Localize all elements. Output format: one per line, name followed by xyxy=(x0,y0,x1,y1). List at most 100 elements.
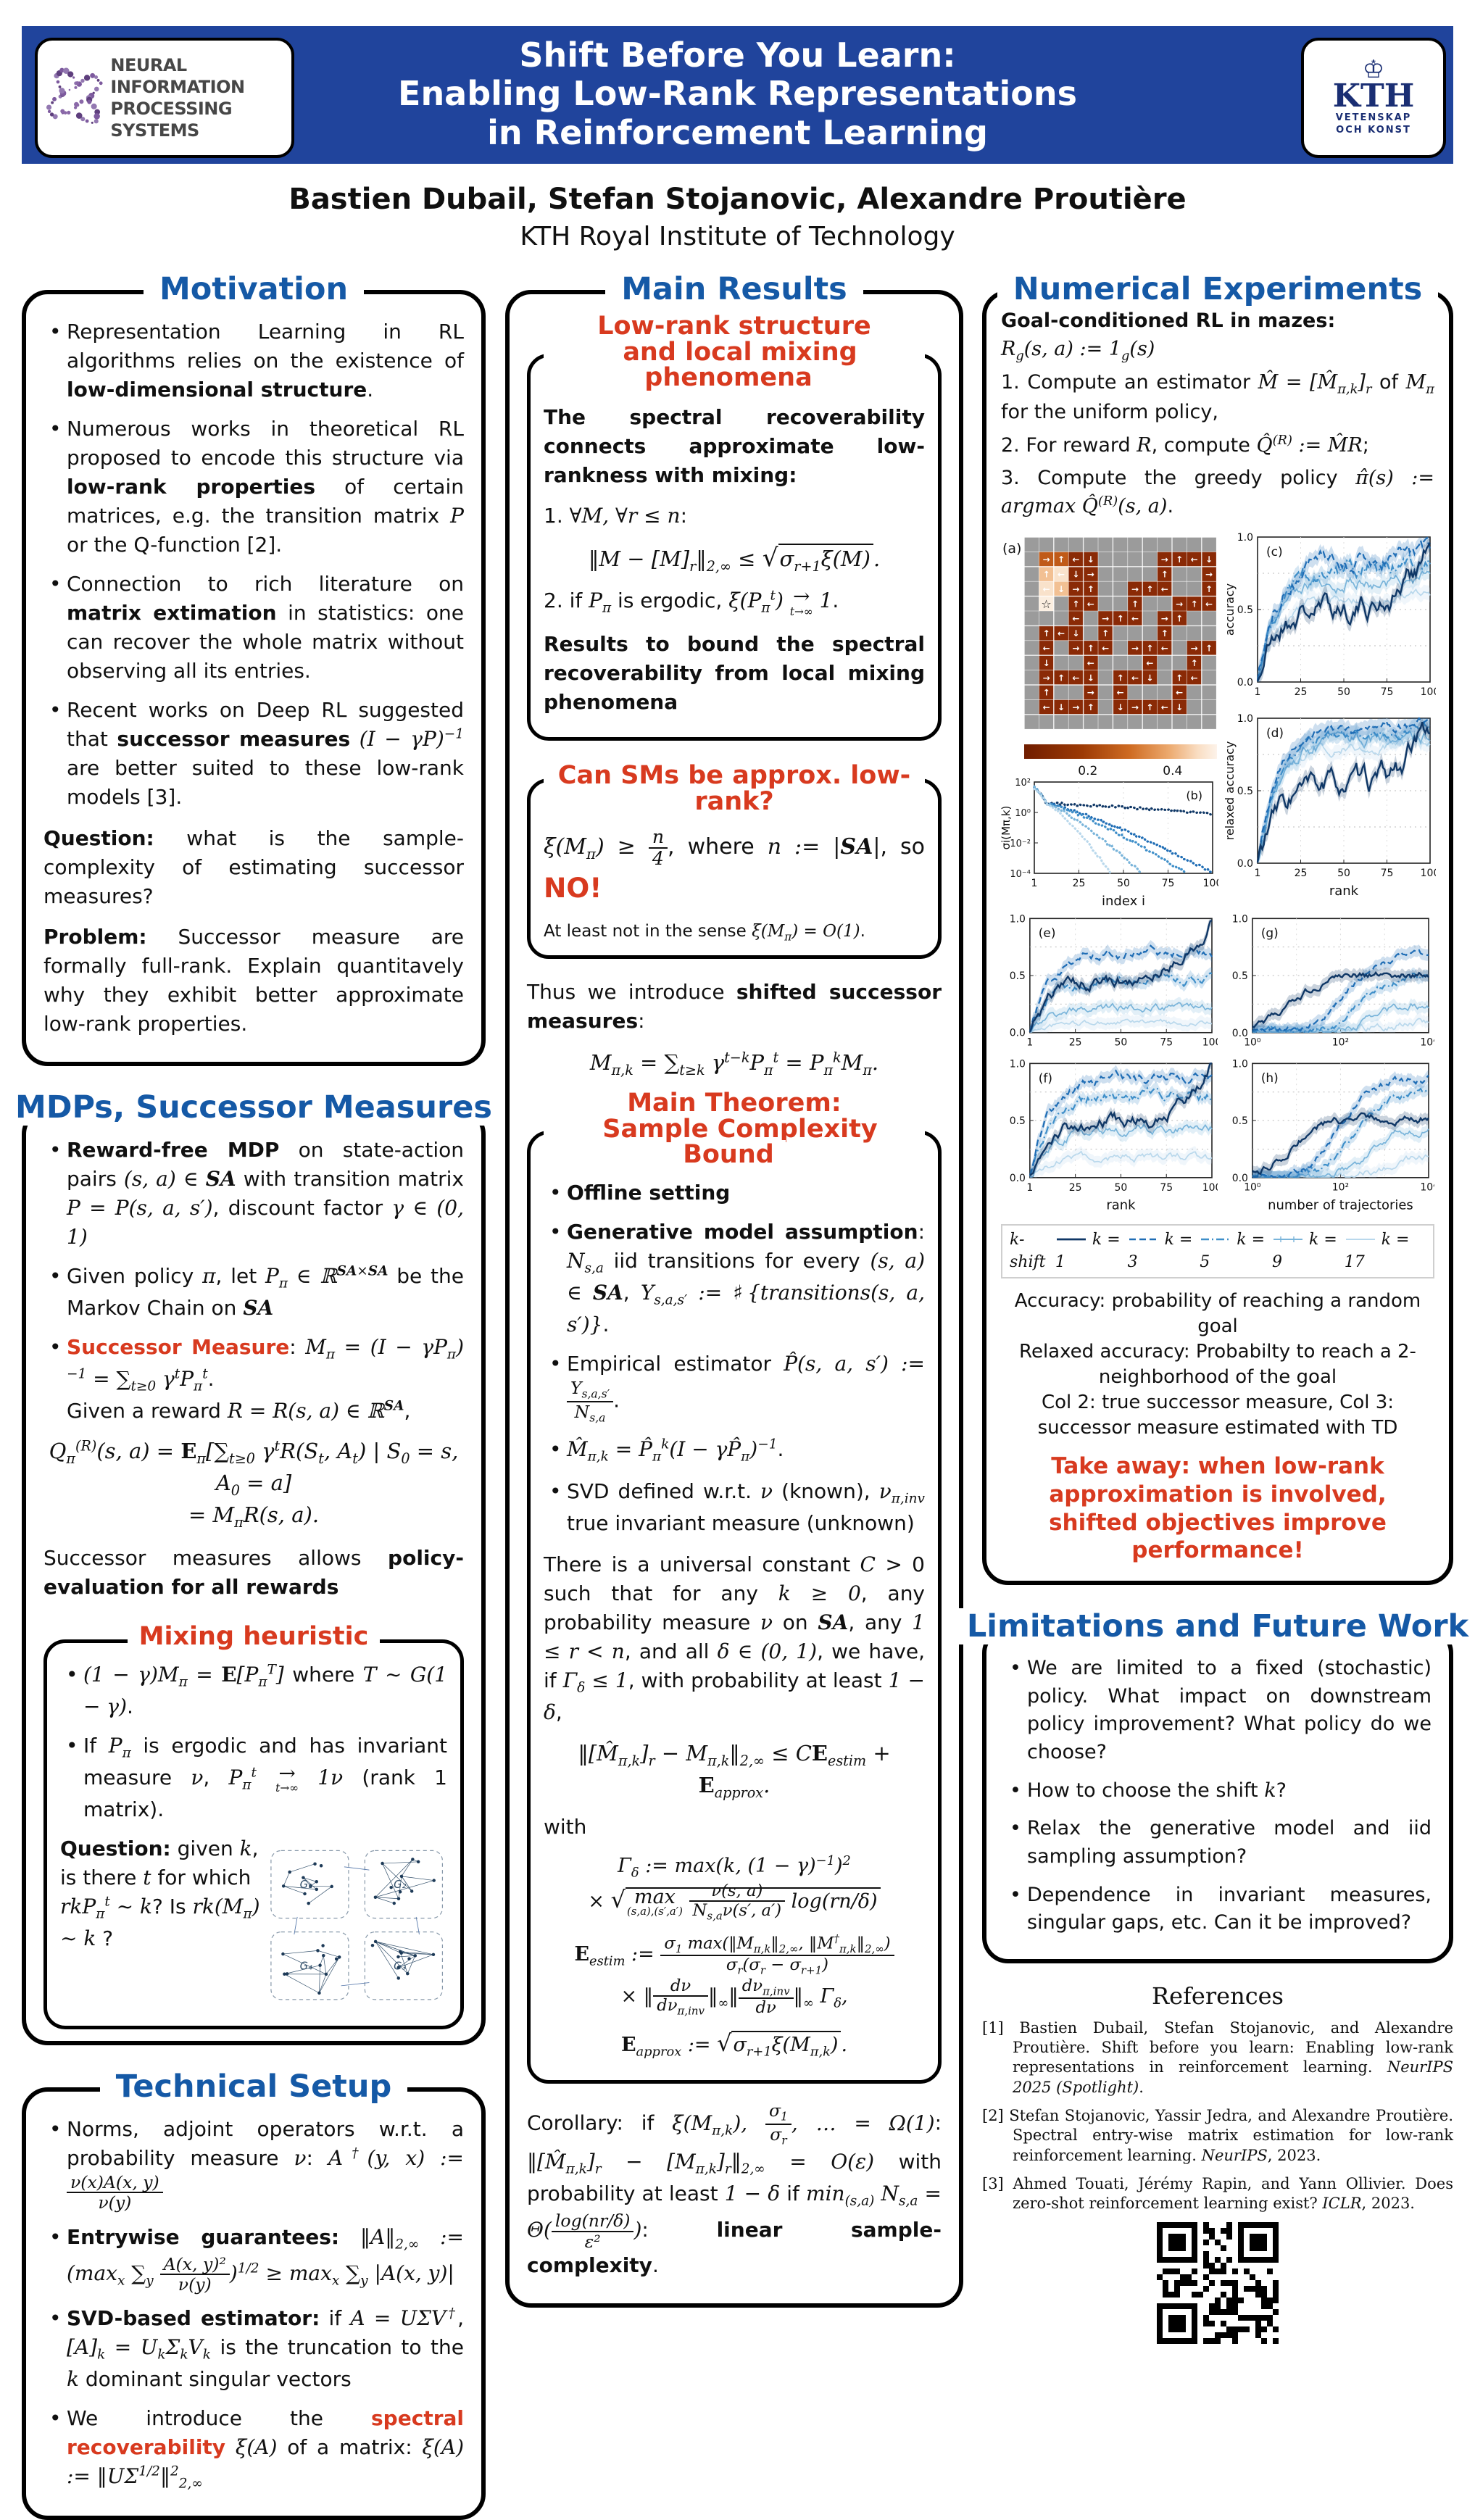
svg-text:↑: ↑ xyxy=(1058,554,1065,565)
svg-text:100: 100 xyxy=(1421,686,1436,698)
svg-text:↑: ↑ xyxy=(1176,613,1183,623)
svg-text:75: 75 xyxy=(1162,878,1175,889)
reference-item: [2] Stefan Stojanovic, Yassir Jedra, and… xyxy=(982,2106,1453,2166)
svg-text:←: ← xyxy=(1058,628,1065,639)
bullet: Empirical estimator P̂(s, a, s′) := Ys,a… xyxy=(544,1350,925,1425)
figure-panel-d-relaxed-accuracy: 1.00.50.01255075100(d)relaxed accuracyra… xyxy=(1224,712,1436,910)
svg-text:0.0: 0.0 xyxy=(1010,1028,1026,1039)
svg-text:↑: ↑ xyxy=(1043,569,1050,579)
mdps-title: MDPs, Successor Measures xyxy=(0,1089,508,1126)
theorem-main-equation: ‖[M̂π,k]r − Mπ,k‖2,∞ ≤ CEestim + Eapprox… xyxy=(544,1739,925,1802)
motivation-question: Question: what is the sample-complexity … xyxy=(43,824,464,911)
bullet: SVD defined w.r.t. ν (known), νπ,inv tru… xyxy=(544,1477,925,1538)
svg-text:↑: ↑ xyxy=(1161,628,1168,639)
experiments-figure: (a)→↑←↓→↑←↓↑←↓→↑→←↓→↑→↑←↑☆↑←↑→↑←←→↑←→↑↑←… xyxy=(1001,531,1434,1278)
svg-text:←: ← xyxy=(1117,687,1124,697)
svg-text:rank: rank xyxy=(1106,1197,1136,1213)
limitations-title: Limitations and Future Work xyxy=(951,1608,1475,1644)
svg-text:↑: ↑ xyxy=(1072,599,1079,609)
svg-text:←: ← xyxy=(1043,584,1050,594)
svg-text:←: ← xyxy=(1191,554,1198,565)
technical-list: Norms, adjoint operators w.r.t. a probab… xyxy=(43,2115,464,2495)
mixing-question: Question: given k, is there t for which … xyxy=(60,1834,262,1953)
svg-text:100: 100 xyxy=(1202,1036,1218,1048)
svg-text:↓: ↓ xyxy=(1087,673,1094,683)
svg-text:↑: ↑ xyxy=(1191,599,1198,609)
svg-text:0.5: 0.5 xyxy=(1010,970,1026,982)
bullet: If Pπ is ergodic and has invariant measu… xyxy=(60,1731,447,1824)
figure-panel-h: 1.00.50.010⁰10²10⁴(h)number of trajector… xyxy=(1223,1057,1434,1218)
figure-right-stack: 1.00.50.01255075100(c)accuracy 1.00.50.0… xyxy=(1224,531,1436,910)
svg-text:(b): (b) xyxy=(1186,789,1202,802)
svg-text:1.0: 1.0 xyxy=(1232,1058,1248,1070)
figure-panel-e: 1.00.50.01255075100(e) xyxy=(1001,912,1218,1057)
goal-heading: Goal-conditioned RL in mazes: xyxy=(1001,307,1434,336)
svg-text:→: → xyxy=(1131,643,1139,653)
svg-text:1.0: 1.0 xyxy=(1237,532,1253,544)
svg-text:G₁: G₁ xyxy=(299,1879,312,1891)
svg-text:10⁰: 10⁰ xyxy=(1015,808,1031,819)
bullet: Dependence in invariant measures, singul… xyxy=(1004,1881,1432,1937)
svg-text:↑: ↑ xyxy=(1205,643,1213,653)
section-technical-setup: Technical Setup Norms, adjoint operators… xyxy=(22,2087,486,2520)
figure-panel-g: 1.00.50.010⁰10²10⁴(g) xyxy=(1223,912,1434,1057)
figure-panel-c-accuracy: 1.00.50.01255075100(c)accuracy xyxy=(1224,531,1436,712)
bullet: Recent works on Deep RL suggested that s… xyxy=(43,696,464,812)
svg-text:0.4: 0.4 xyxy=(1163,764,1182,778)
svg-text:↑: ↑ xyxy=(1087,643,1094,653)
svg-text:↑: ↑ xyxy=(1205,584,1213,594)
svg-text:100: 100 xyxy=(1203,878,1218,889)
svg-text:→: → xyxy=(1205,569,1213,579)
main-theorem-box: Main Theorem: Sample Complexity Bound Of… xyxy=(527,1131,942,2084)
svg-text:1.0: 1.0 xyxy=(1010,1058,1026,1070)
bullet: Entrywise guarantees: ‖A‖2,∞ := (maxx ∑y… xyxy=(43,2223,464,2295)
can-sms-title: Can SMs be approx. low-rank? xyxy=(544,763,925,815)
svg-text:↓: ↓ xyxy=(1117,702,1124,712)
neurips-logo-card: NEURAL INFORMATION PROCESSING SYSTEMS xyxy=(35,38,294,158)
svg-text:(h): (h) xyxy=(1261,1070,1279,1085)
svg-text:0.0: 0.0 xyxy=(1010,1173,1026,1184)
bullet: Connection to rich literature on matrix … xyxy=(43,570,464,686)
svg-text:10⁴: 10⁴ xyxy=(1420,1036,1434,1048)
svg-text:↑: ↑ xyxy=(1146,643,1153,653)
bullet: Norms, adjoint operators w.r.t. a probab… xyxy=(43,2115,464,2213)
svg-text:→: → xyxy=(1161,613,1168,623)
svg-text:↓: ↓ xyxy=(1072,569,1079,579)
svg-text:←: ← xyxy=(1131,673,1139,683)
svg-text:←: ← xyxy=(1072,613,1079,623)
svg-text:1: 1 xyxy=(1026,1036,1033,1048)
svg-text:↑: ↑ xyxy=(1087,584,1094,594)
theorem-title-line2: Sample Complexity Bound xyxy=(591,1115,877,1170)
legend-entry: k = 1 xyxy=(1055,1228,1128,1274)
legend-title: k-shift xyxy=(1010,1228,1055,1274)
svg-text:0.5: 0.5 xyxy=(1237,604,1253,616)
step-1: 1. Compute an estimator M̂ = [M̂π,k]r of… xyxy=(1001,369,1434,426)
svg-text:↑: ↑ xyxy=(1176,554,1183,565)
legend-entry: k = 5 xyxy=(1200,1228,1272,1274)
lowrank-mixing-box: Low-rank structure and local mixing phen… xyxy=(527,354,942,741)
svg-text:75: 75 xyxy=(1160,1036,1173,1048)
svg-text:→: → xyxy=(1043,673,1050,683)
shifted-intro: Thus we introduce shifted successor meas… xyxy=(527,978,942,1036)
svg-text:0.5: 0.5 xyxy=(1232,970,1248,982)
svg-text:→: → xyxy=(1087,687,1094,697)
motivation-list: Representation Learning in RL algorithms… xyxy=(43,317,464,812)
svg-text:75: 75 xyxy=(1381,868,1394,879)
svg-text:1.0: 1.0 xyxy=(1010,913,1026,925)
svg-text:→: → xyxy=(1087,569,1094,579)
svg-text:←: ← xyxy=(1087,599,1094,609)
svg-text:←: ← xyxy=(1043,643,1050,653)
technical-title: Technical Setup xyxy=(100,2068,408,2105)
svg-text:25: 25 xyxy=(1295,868,1308,879)
svg-text:index i: index i xyxy=(1102,894,1145,907)
svg-text:10⁻⁴: 10⁻⁴ xyxy=(1010,869,1031,880)
bullet: We are limited to a fixed (stochastic) p… xyxy=(1004,1655,1432,1766)
takeaway: Take away: when low-rank approximation i… xyxy=(1005,1452,1430,1565)
svg-text:(c): (c) xyxy=(1266,545,1283,560)
svg-text:number of trajectories: number of trajectories xyxy=(1268,1197,1413,1213)
svg-text:1.0: 1.0 xyxy=(1232,913,1248,925)
svg-text:10²: 10² xyxy=(1015,778,1031,789)
svg-text:→: → xyxy=(1072,584,1079,594)
